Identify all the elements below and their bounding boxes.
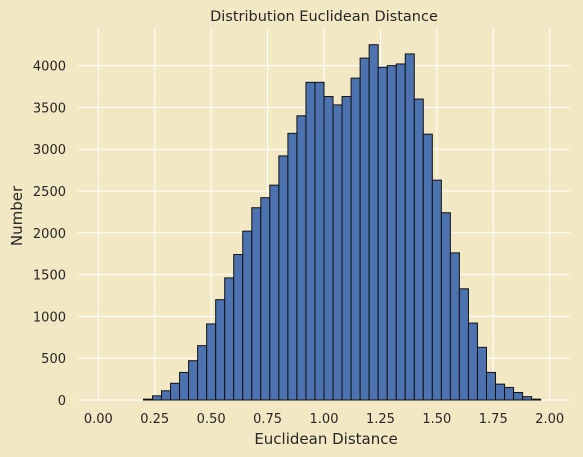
histogram-bar	[395, 63, 406, 401]
histogram-bar	[142, 398, 153, 401]
histogram-bar	[449, 252, 460, 401]
histogram-bar	[386, 65, 397, 401]
histogram-bar	[287, 132, 298, 401]
y-tick-label: 1000	[33, 310, 66, 325]
y-tick-label: 4000	[33, 60, 66, 75]
histogram-bar	[278, 155, 289, 401]
x-tick-label: 1.25	[366, 412, 395, 427]
histogram-bar	[458, 288, 469, 401]
histogram-bar	[513, 391, 524, 401]
histogram-bar	[314, 81, 325, 401]
histogram-bar	[305, 81, 316, 401]
y-axis-label: Number	[8, 185, 26, 246]
histogram-bar	[504, 386, 515, 401]
histogram-bar	[377, 66, 388, 401]
y-tick-label: 2500	[33, 185, 66, 200]
histogram-bar	[332, 104, 343, 401]
y-tick-label: 500	[41, 352, 66, 367]
histogram-bar	[197, 345, 208, 401]
histogram-bar	[188, 360, 199, 401]
histogram-bar	[359, 57, 370, 401]
histogram-bar	[269, 184, 280, 401]
histogram-bar	[495, 383, 506, 401]
histogram-bar	[161, 390, 172, 401]
histogram-bar	[224, 277, 235, 401]
histogram-bar	[242, 230, 253, 401]
x-tick-label: 1.50	[422, 412, 451, 427]
histogram-bar	[206, 323, 217, 401]
histogram-bar	[431, 179, 442, 401]
histogram-bar	[476, 346, 487, 401]
x-tick-label: 0.50	[197, 412, 226, 427]
x-tick-label: 1.00	[310, 412, 339, 427]
x-tick-label: 2.00	[535, 412, 564, 427]
histogram-bar	[170, 382, 181, 401]
histogram-bar	[341, 96, 352, 401]
histogram-bar	[323, 96, 334, 401]
histogram-bar	[413, 98, 424, 401]
histogram-bar	[485, 371, 497, 401]
histogram-bar	[296, 115, 307, 401]
y-tick-label: 1500	[33, 269, 66, 284]
histogram-bar	[350, 77, 361, 401]
y-tick-label: 0	[58, 394, 66, 409]
histogram-bar	[531, 398, 542, 401]
histogram-bar	[404, 53, 415, 401]
chart-title: Distribution Euclidean Distance	[210, 9, 438, 25]
y-tick-label: 2000	[33, 227, 66, 242]
histogram-bar	[422, 133, 433, 401]
x-tick-labels: 0.00 0.25 0.50 0.75 1.00 1.25 1.50 1.75 2.00	[84, 412, 564, 427]
y-tick-labels: 0 500 1000 1500 2000 2500 3000 3500 4000	[33, 60, 66, 409]
y-tick-label: 3000	[33, 143, 66, 158]
x-tick-label: 0.00	[84, 412, 113, 427]
x-tick-label: 1.75	[479, 412, 508, 427]
x-tick-label: 0.75	[253, 412, 282, 427]
histogram-bar	[260, 197, 271, 401]
histogram-bar	[179, 371, 190, 401]
histogram-bar	[215, 299, 226, 401]
histogram-bars	[142, 44, 542, 401]
histogram-bar	[251, 207, 262, 401]
histogram-bar	[151, 395, 163, 401]
x-tick-label: 0.25	[140, 412, 169, 427]
histogram-bar	[522, 396, 533, 401]
y-tick-label: 3500	[33, 101, 66, 116]
histogram-bar	[467, 322, 478, 401]
histogram-bar	[440, 212, 451, 401]
histogram-bar	[368, 44, 379, 401]
histogram-bar	[233, 254, 244, 401]
x-axis-label: Euclidean Distance	[254, 430, 397, 448]
